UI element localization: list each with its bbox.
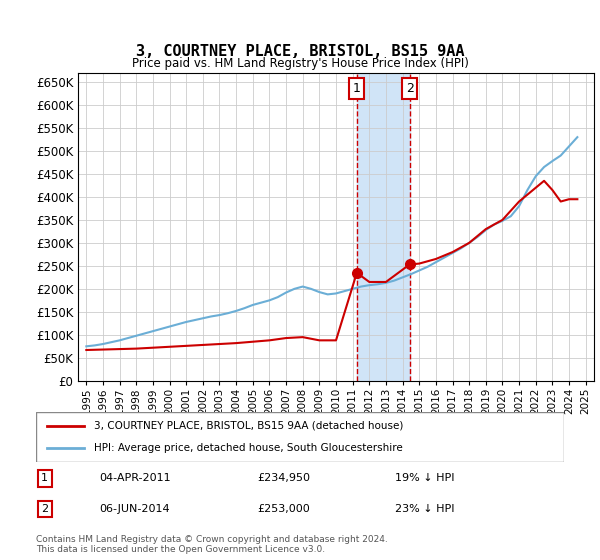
Text: 23% ↓ HPI: 23% ↓ HPI <box>395 504 455 514</box>
Text: 2: 2 <box>406 82 413 95</box>
Text: 1: 1 <box>353 82 361 95</box>
Text: £253,000: £253,000 <box>258 504 311 514</box>
FancyBboxPatch shape <box>36 412 564 462</box>
Text: 3, COURTNEY PLACE, BRISTOL, BS15 9AA: 3, COURTNEY PLACE, BRISTOL, BS15 9AA <box>136 44 464 59</box>
Text: 2: 2 <box>41 504 49 514</box>
Text: HPI: Average price, detached house, South Gloucestershire: HPI: Average price, detached house, Sout… <box>94 443 403 453</box>
Text: £234,950: £234,950 <box>258 473 311 483</box>
Text: Contains HM Land Registry data © Crown copyright and database right 2024.
This d: Contains HM Land Registry data © Crown c… <box>36 535 388 554</box>
Text: 19% ↓ HPI: 19% ↓ HPI <box>395 473 455 483</box>
Text: 06-JUN-2014: 06-JUN-2014 <box>100 504 170 514</box>
Bar <box>357 73 410 381</box>
Text: 04-APR-2011: 04-APR-2011 <box>100 473 171 483</box>
Text: 3, COURTNEY PLACE, BRISTOL, BS15 9AA (detached house): 3, COURTNEY PLACE, BRISTOL, BS15 9AA (de… <box>94 421 403 431</box>
Text: 1: 1 <box>41 473 48 483</box>
Text: Price paid vs. HM Land Registry's House Price Index (HPI): Price paid vs. HM Land Registry's House … <box>131 57 469 70</box>
